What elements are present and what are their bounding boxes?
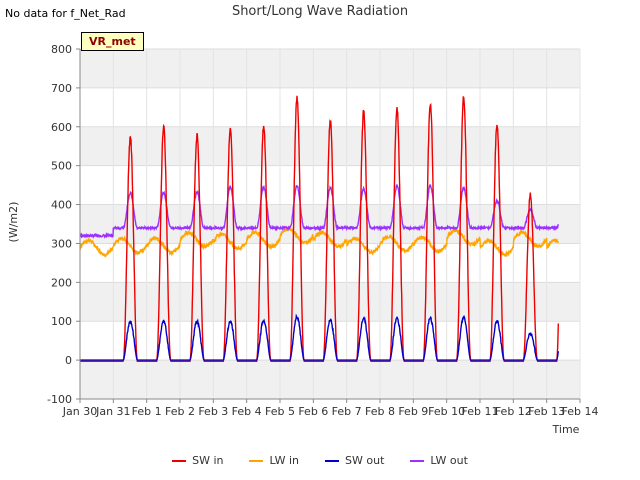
y-tick-label: 600 <box>51 121 72 134</box>
y-tick-label: 400 <box>51 199 72 212</box>
series-layer <box>79 95 559 362</box>
x-tick-label: Feb 2 <box>165 405 195 418</box>
series-line-sw-in <box>80 95 559 362</box>
y-tick-label: 0 <box>65 354 72 367</box>
legend-item-lw-in: LW in <box>249 454 299 467</box>
x-tick-label: Feb 14 <box>562 405 599 418</box>
legend-swatch <box>325 459 340 462</box>
series-line-lw-out <box>79 183 559 239</box>
y-tick-label: 300 <box>51 237 72 250</box>
plot-bands <box>80 49 580 399</box>
x-tick-label: Feb 11 <box>462 405 499 418</box>
legend-swatch <box>172 459 187 462</box>
legend: SW in LW in SW out LW out <box>0 454 640 467</box>
y-tick-label: 800 <box>51 43 72 56</box>
x-tick-label: Feb 4 <box>232 405 262 418</box>
y-tick-label: 500 <box>51 160 72 173</box>
y-axis-label: (W/m2) <box>7 202 20 243</box>
x-tick-label: Feb 8 <box>365 405 395 418</box>
x-tick-label: Feb 10 <box>428 405 465 418</box>
site-badge: VR_met <box>81 32 144 51</box>
legend-swatch <box>249 459 264 462</box>
legend-label: SW in <box>192 454 224 467</box>
x-tick-label: Feb 6 <box>298 405 328 418</box>
x-tick-label: Feb 5 <box>265 405 295 418</box>
legend-label: SW out <box>345 454 385 467</box>
x-tick-label: Feb 3 <box>198 405 228 418</box>
chart-title: Short/Long Wave Radiation <box>231 4 409 19</box>
x-tick-label: Feb 7 <box>332 405 362 418</box>
x-tick-label: Feb 1 <box>132 405 162 418</box>
legend-item-sw-out: SW out <box>325 454 384 467</box>
legend-label: LW in <box>269 454 300 467</box>
band <box>80 360 580 399</box>
band <box>80 49 580 88</box>
y-tick-label: 700 <box>51 82 72 95</box>
legend-swatch <box>410 459 425 462</box>
band <box>80 204 580 244</box>
status-text: No data for f_Net_Rad <box>5 7 126 20</box>
y-tick-label: -100 <box>47 393 72 406</box>
legend-label: LW out <box>430 454 468 467</box>
y-tick-label: 100 <box>51 315 72 328</box>
band <box>80 126 580 166</box>
legend-item-lw-out: LW out <box>410 454 468 467</box>
x-tick-label: Jan 30 <box>62 405 97 418</box>
x-tick-label: Feb 9 <box>398 405 428 418</box>
band <box>80 282 580 322</box>
x-axis-label: Time <box>552 423 580 436</box>
y-tick-label: 200 <box>51 276 72 289</box>
series-line-sw-out <box>80 313 559 361</box>
legend-item-sw-in: SW in <box>172 454 223 467</box>
x-tick-label: Feb 12 <box>495 405 532 418</box>
x-tick-label: Feb 13 <box>528 405 565 418</box>
x-tick-label: Jan 31 <box>95 405 130 418</box>
